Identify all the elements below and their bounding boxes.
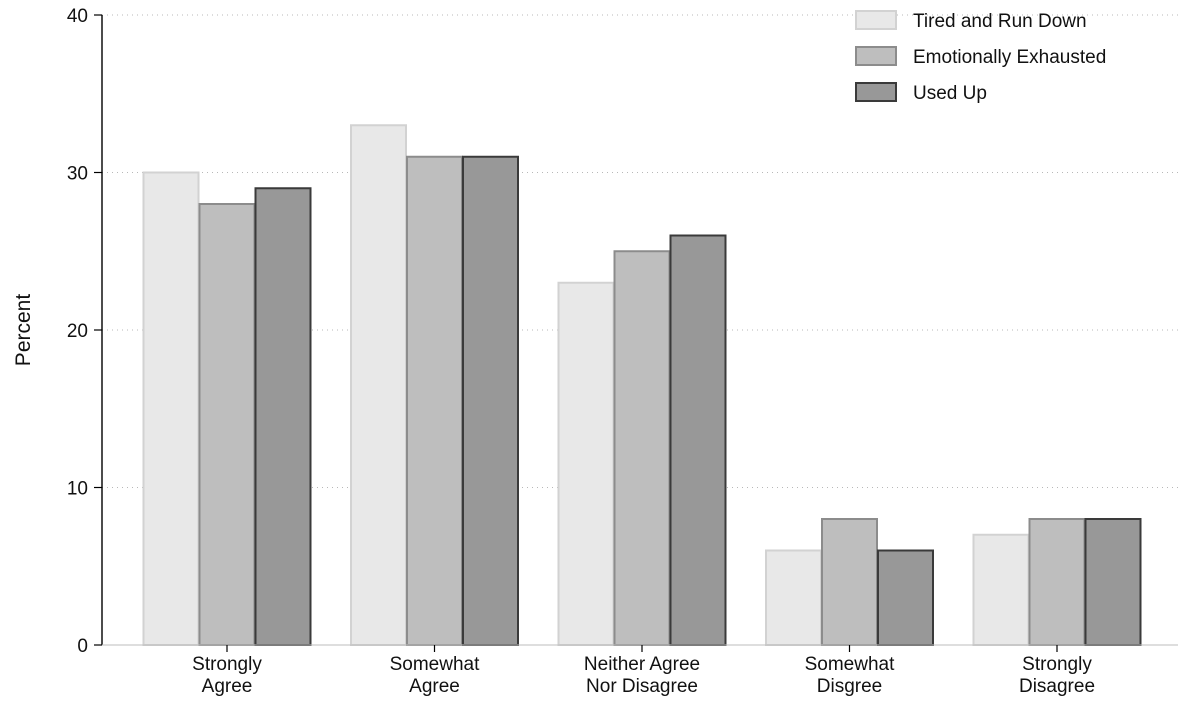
bar-tired-and-run-down: [972, 533, 1030, 646]
x-category-labels: Strongly Agree Somewhat Agree Neither Agree N…: [192, 654, 1095, 697]
bars: [142, 124, 1142, 646]
bar-used-up: [254, 187, 312, 646]
bar-emotionally-exhausted: [406, 155, 463, 646]
bar-emotionally-exhausted: [613, 250, 671, 646]
x-category-label: Strongly Agree: [192, 654, 262, 697]
legend-label: Tired and Run Down: [913, 11, 1087, 32]
x-category-label: Neither Agree Nor Disagree: [584, 654, 700, 697]
x-category-label: Somewhat Disgree: [805, 654, 895, 697]
legend: Tired and Run Down Emotionally Exhausted U…: [855, 10, 1106, 104]
x-category-label: Somewhat Agree: [390, 654, 480, 697]
bar-emotionally-exhausted: [1028, 518, 1086, 646]
bar-used-up: [877, 549, 934, 646]
bar-used-up: [1084, 518, 1142, 646]
legend-label: Emotionally Exhausted: [913, 47, 1106, 68]
y-tick-label: 30: [67, 164, 88, 185]
bar-tired-and-run-down: [557, 281, 615, 646]
legend-swatch: [855, 82, 897, 102]
y-tick-label: 0: [77, 636, 88, 657]
y-axis-title: Percent: [12, 294, 35, 367]
x-category-label: Strongly Disagree: [1019, 654, 1095, 697]
bar-emotionally-exhausted: [821, 518, 878, 646]
bar-tired-and-run-down: [142, 171, 200, 646]
y-tick-label: 10: [67, 479, 88, 500]
legend-swatch: [855, 46, 897, 66]
y-tick-label: 20: [67, 321, 88, 342]
legend-label: Used Up: [913, 83, 987, 104]
bar-tired-and-run-down: [765, 549, 822, 646]
axes: [94, 14, 1178, 652]
bar-tired-and-run-down: [350, 124, 407, 646]
legend-swatch: [855, 10, 897, 30]
bar-used-up: [669, 234, 727, 646]
y-tick-labels: 0 10 20 30 40: [67, 6, 88, 657]
bar-emotionally-exhausted: [198, 203, 256, 646]
bar-used-up: [462, 155, 519, 646]
y-tick-label: 40: [67, 6, 88, 27]
